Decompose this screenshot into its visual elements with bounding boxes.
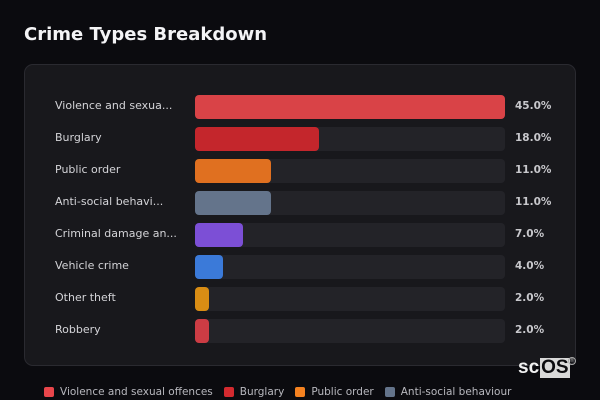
legend-item[interactable]: Anti-social behaviour [384,386,512,398]
bar-track [195,223,505,247]
bar-label: Anti-social behavi... [55,195,164,208]
bar-track [195,287,505,311]
bar-fill[interactable] [195,287,209,311]
legend-label: Anti-social behaviour [400,386,512,398]
legend-label: Burglary [239,386,285,398]
bar-label: Vehicle crime [55,259,129,272]
bar-fill[interactable] [195,223,243,247]
chart-card: Violence and sexua... 45.0% Burglary 18.0% P… [24,64,576,366]
bar-fill[interactable] [195,191,271,215]
bar-row[interactable]: Vehicle crime 4.0% [25,255,575,279]
legend-item[interactable]: Violence and sexual offences [44,386,213,398]
logo-text-sc: sc [518,357,540,378]
bar-track [195,159,505,183]
chart-legend: Violence and sexual offences Burglary Publ… [44,386,522,398]
bar-row[interactable]: Robbery 2.0% [25,319,575,343]
bar-row[interactable]: Criminal damage an... 7.0% [25,223,575,247]
bar-row[interactable]: Burglary 18.0% [25,127,575,151]
bar-value: 18.0% [515,132,552,144]
bar-row[interactable]: Violence and sexua... 45.0% [25,95,575,119]
bar-value: 4.0% [515,260,545,272]
bar-value: 11.0% [515,196,552,208]
legend-label: Public order [311,386,374,398]
chart-title: Crime Types Breakdown [24,24,268,45]
scos-logo: sc OS [517,358,570,378]
legend-swatch-icon [44,387,54,397]
bar-label: Public order [55,163,121,176]
registered-mark-icon: ® [568,357,576,365]
bar-label: Violence and sexua... [55,99,173,112]
bar-track [195,191,505,215]
bar-track [195,127,505,151]
legend-item[interactable]: Public order [295,386,374,398]
bar-value: 11.0% [515,164,552,176]
bar-fill[interactable] [195,159,271,183]
bar-label: Criminal damage an... [55,227,177,240]
bar-value: 7.0% [515,228,545,240]
bar-label: Robbery [55,323,101,336]
bar-fill[interactable] [195,255,223,279]
bar-value: 2.0% [515,292,545,304]
legend-swatch-icon [223,387,234,397]
bar-row[interactable]: Other theft 2.0% [25,287,575,311]
legend-label: Violence and sexual offences [60,386,213,398]
logo-text-os: OS [540,357,570,378]
legend-item[interactable]: Burglary [223,386,285,398]
bar-row[interactable]: Public order 11.0% [25,159,575,183]
bar-track [195,95,505,119]
bar-fill[interactable] [195,127,319,151]
bar-label: Other theft [55,291,116,304]
legend-swatch-icon [295,387,306,397]
bar-value: 2.0% [515,324,545,336]
legend-swatch-icon [384,387,395,397]
bar-fill[interactable] [195,95,505,119]
bar-fill[interactable] [195,319,209,343]
bar-track [195,319,505,343]
bar-row[interactable]: Anti-social behavi... 11.0% [25,191,575,215]
bar-track [195,255,505,279]
bar-value: 45.0% [515,100,552,112]
bar-label: Burglary [55,131,102,144]
